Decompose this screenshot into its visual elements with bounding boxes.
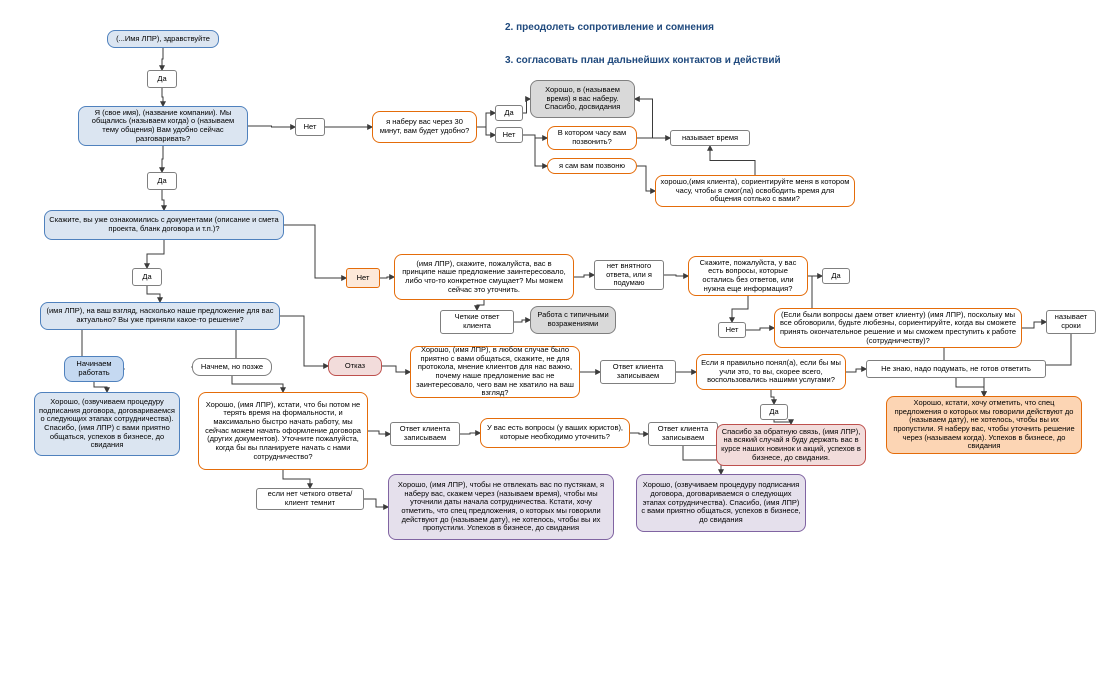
node-n9: Скажите, вы уже ознакомились с документа… (44, 210, 284, 240)
node-n28: Хорошо, кстати, хочу отметить, что спец … (886, 396, 1082, 454)
node-n13: (имя ЛПР), на ваш взгляд, насколько наше… (40, 302, 280, 330)
node-n27: Спасибо за обратную связь, (имя ЛПР), на… (716, 424, 866, 466)
node-n25: У вас есть вопросы (у ваших юристов), ко… (480, 418, 630, 448)
edge-n9-d5n (284, 225, 346, 278)
node-n24: Ответ клиента записываем (390, 422, 460, 446)
node-d1: Да (147, 70, 177, 88)
edge-n1-d1 (162, 48, 163, 70)
node-n17: называет сроки (1046, 310, 1096, 334)
edge-n10-n14 (477, 300, 484, 310)
node-n6: я сам вам позвоню (547, 158, 637, 174)
header-line-2: 2. преодолеть сопротивление и сомнения (505, 22, 781, 33)
edge-n6-n8 (637, 166, 655, 191)
node-n10: (имя ЛПР), скажите, пожалуйста, вас в пр… (394, 254, 574, 300)
edge-n13-b3 (280, 316, 328, 366)
node-n7: называет время (670, 130, 750, 146)
edge-n10-n11 (574, 275, 594, 277)
node-b3: Отказ (328, 356, 382, 376)
node-d4: Да (147, 172, 177, 190)
edge-n23-n29 (283, 470, 310, 488)
edge-n3-d3d (477, 113, 495, 127)
node-d6d: Да (822, 268, 850, 284)
node-n1: (...Имя ЛПР), здравствуйте (107, 30, 219, 48)
node-d3d: Да (495, 105, 523, 121)
edge-n2-d4 (162, 146, 163, 172)
flowchart-canvas: 2. преодолеть сопротивление и сомнения 3… (0, 0, 1116, 679)
edge-d3n-n5 (523, 135, 547, 138)
node-n16: (Если были вопросы даем ответ клиенту) (… (774, 308, 1022, 348)
node-d5n: Нет (346, 268, 380, 288)
edge-n8-n7 (710, 146, 755, 175)
node-n14: Четкие ответ клиента (440, 310, 514, 334)
node-d5d: Да (132, 268, 162, 286)
edge-n24-n25 (460, 433, 480, 434)
edge-d5n-n10 (380, 277, 394, 278)
node-d2n: Нет (295, 118, 325, 136)
edge-n20-d7 (771, 390, 774, 404)
edge-n23-n24 (368, 431, 390, 434)
edge-n9-d5d (147, 240, 164, 268)
edge-n7-n4 (635, 99, 670, 138)
edge-d3n-n6 (523, 135, 547, 166)
edge-b3-n18 (382, 366, 410, 372)
node-n2: Я (свое имя), (название компании). Мы об… (78, 106, 248, 146)
node-b1: Начинаем работать (64, 356, 124, 382)
node-n30: Хорошо, (имя ЛПР), чтобы не отвлекать ва… (388, 474, 614, 540)
edge-d1-n2 (162, 88, 163, 106)
node-d3n: Нет (495, 127, 523, 143)
edge-n14-n15 (514, 320, 530, 322)
node-n8: хорошо,(имя клиента), сориентируйте меня… (655, 175, 855, 207)
node-n31: Хорошо, (озвучиваем процедуру подписания… (636, 474, 806, 532)
node-b2: Начнем, но позже (192, 358, 272, 376)
node-n5: В котором часу вам позвонить? (547, 126, 637, 150)
node-n29: если нет четкого ответа/ клиент темнит (256, 488, 364, 510)
edge-d6n-n16 (746, 328, 774, 330)
node-n11: нет внятного ответа, или я подумаю (594, 260, 664, 290)
edge-n3-d3n (477, 127, 495, 135)
edge-n2-d2n (248, 126, 295, 127)
edge-b1-n22 (94, 382, 107, 392)
edge-b2-n23 (232, 376, 283, 392)
node-n4: Хорошо, в (называем время) я вас наберу.… (530, 80, 635, 118)
node-n21: Не знаю, надо подумать, не готов ответит… (866, 360, 1046, 378)
edge-n21-n28 (956, 378, 984, 396)
flowchart-header: 2. преодолеть сопротивление и сомнения 3… (505, 0, 781, 77)
node-n19: Ответ клиента записываем (600, 360, 676, 384)
node-n15: Работа с типичными возражениями (530, 306, 616, 334)
edge-n20-n21 (846, 369, 866, 372)
node-d7: Да (760, 404, 788, 420)
node-n18: Хорошо, (имя ЛПР), в любом случае было п… (410, 346, 580, 398)
edge-n29-n30 (364, 499, 388, 507)
node-d6n: Нет (718, 322, 746, 338)
edge-d4-n9 (162, 190, 164, 210)
edge-d5d-n13 (147, 286, 160, 302)
node-n22: Хорошо, (озвучиваем процедуру подписания… (34, 392, 180, 456)
edge-n12-d6n (732, 296, 748, 322)
edge-n16-n17 (1022, 322, 1046, 328)
edge-n25-n26 (630, 433, 648, 434)
node-n23: Хорошо, (имя ЛПР), кстати, что бы потом … (198, 392, 368, 470)
edge-d3d-n4 (523, 99, 530, 113)
node-n26: Ответ клиента записываем (648, 422, 718, 446)
node-n20: Если я правильно понял(а), если бы мы уч… (696, 354, 846, 390)
edge-n11-n12 (664, 275, 688, 276)
header-line-3: 3. согласовать план дальнейших контактов… (505, 55, 781, 66)
node-n12: Скажите, пожалуйста, у вас есть вопросы,… (688, 256, 808, 296)
node-n3: я наберу вас через 30 минут, вам будет у… (372, 111, 477, 143)
